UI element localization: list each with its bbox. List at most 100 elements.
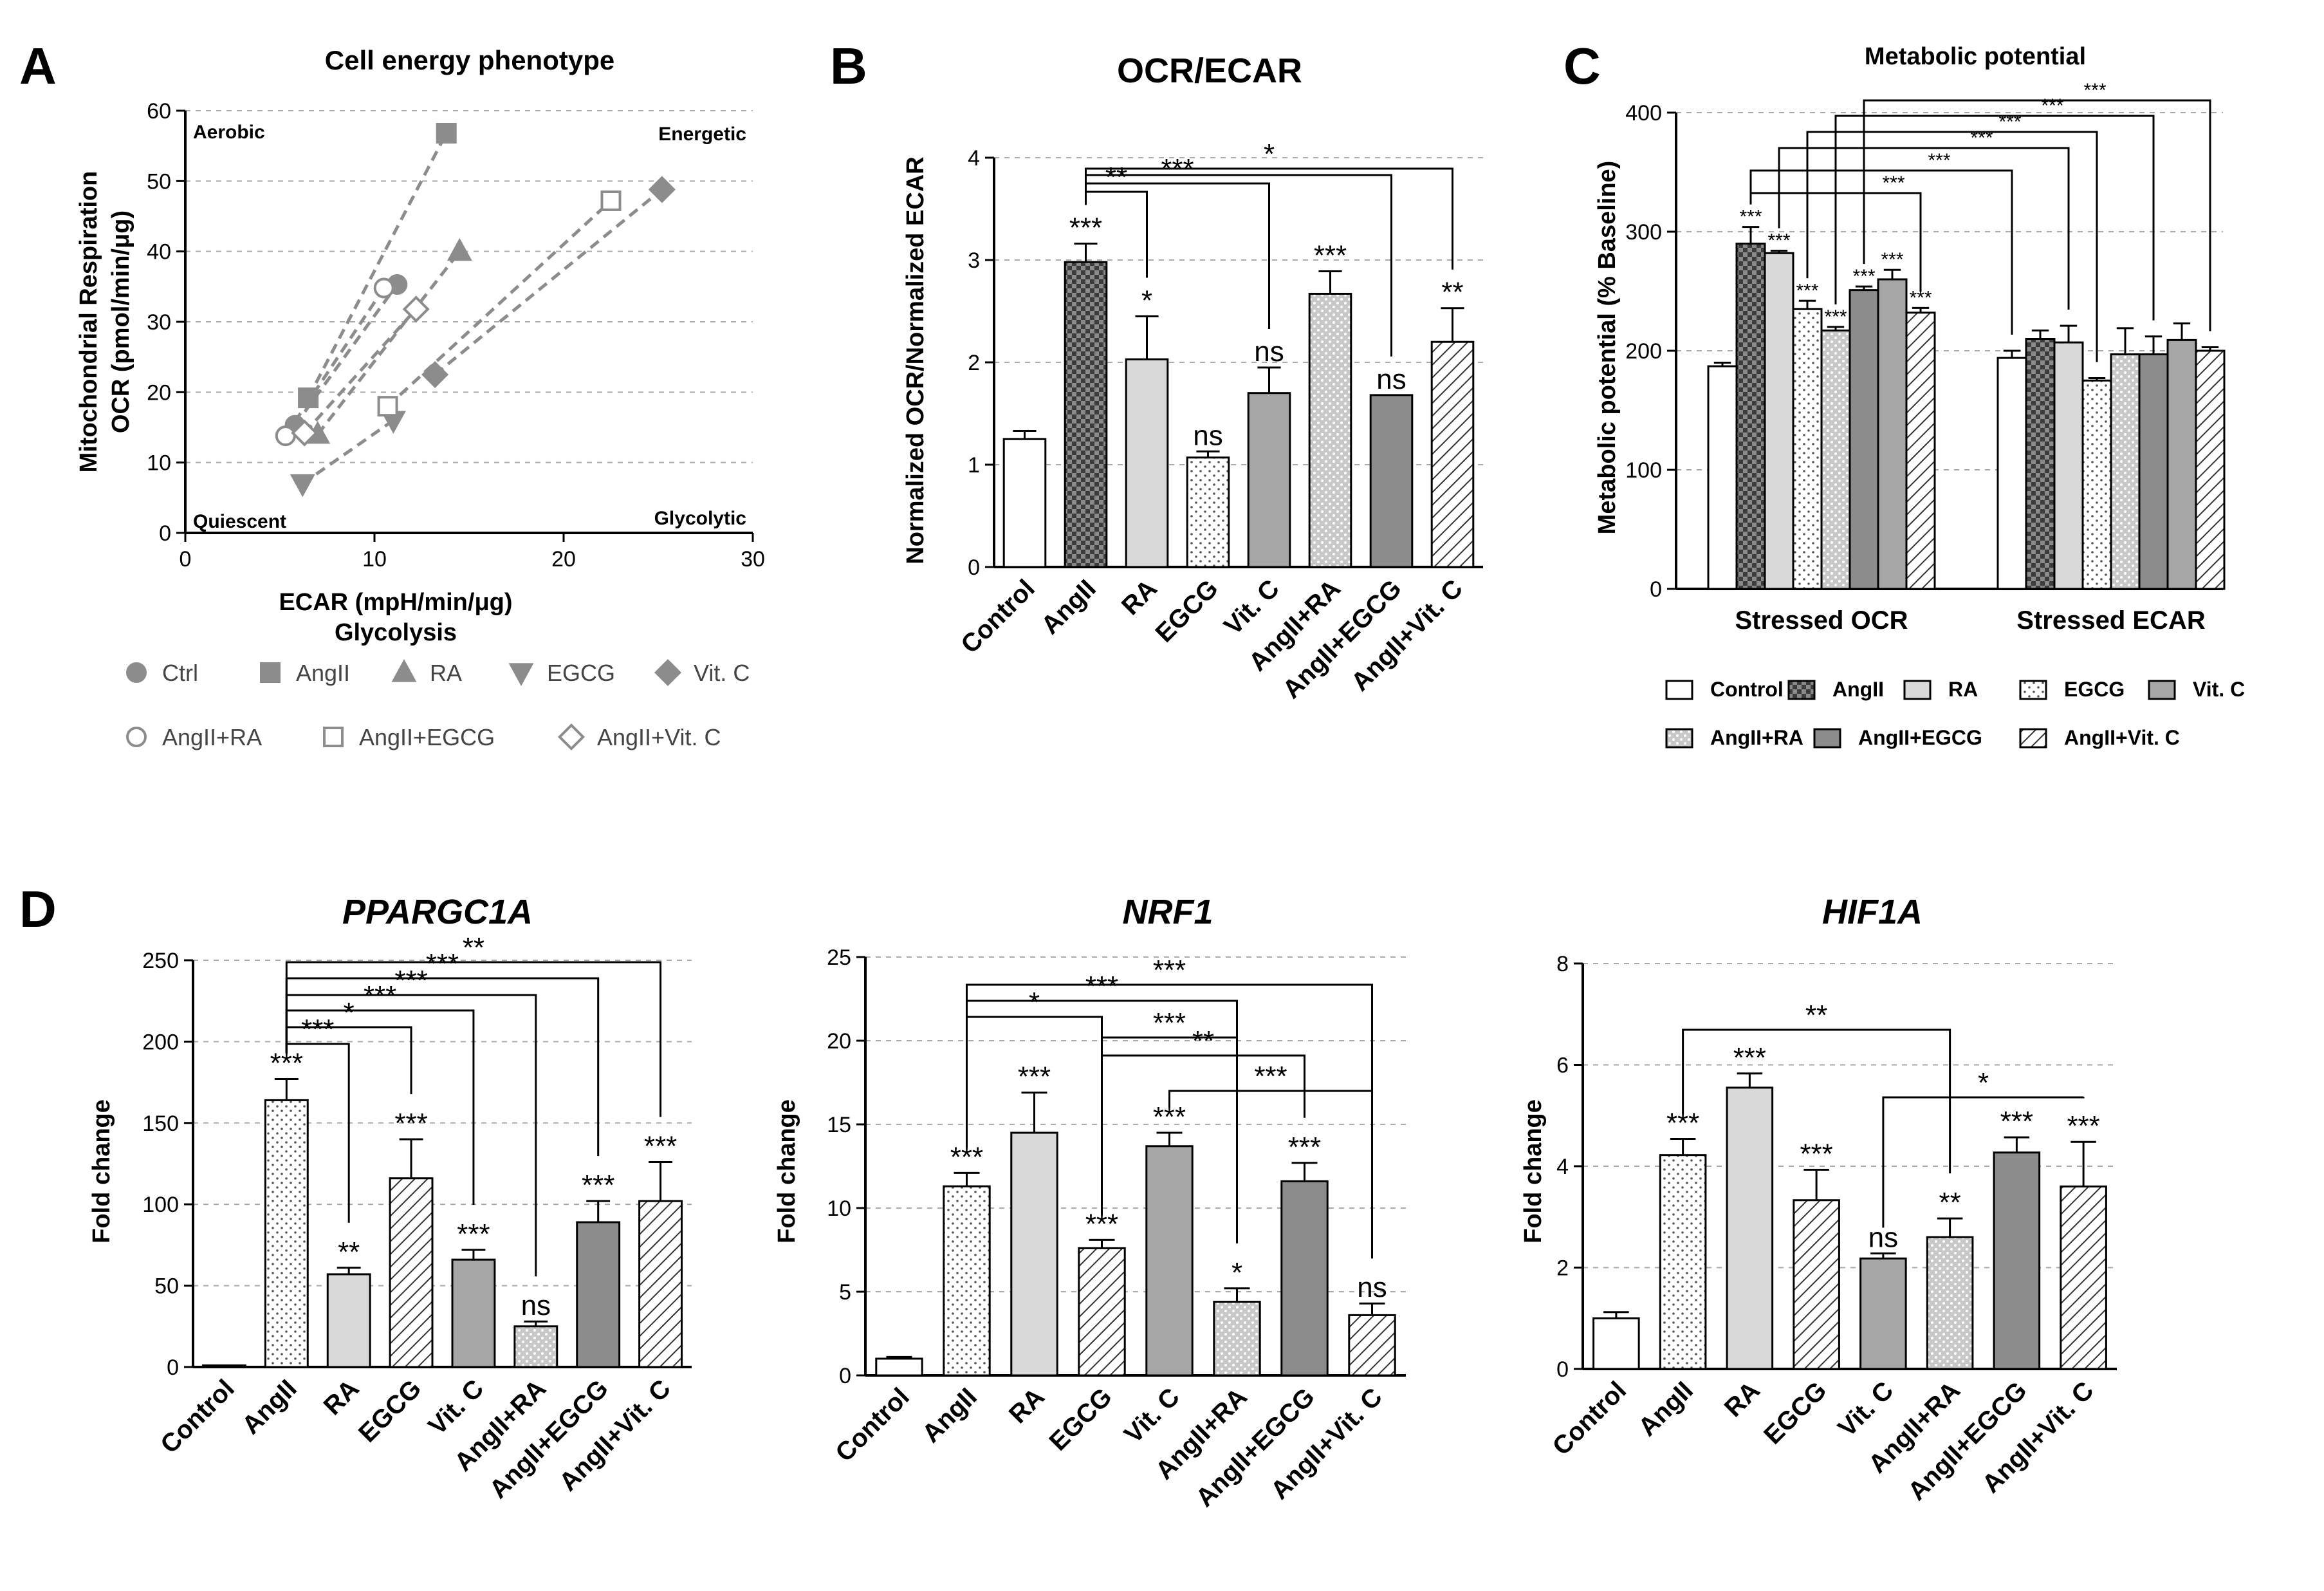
panel-a-ylabel: OCR (pmol/min/μg) (107, 210, 134, 433)
legend-label: Vit. C (2193, 678, 2245, 701)
significance-label: *** (2000, 1106, 2033, 1137)
data-point (447, 237, 472, 261)
y-tick-label: 100 (142, 1193, 179, 1217)
panel-c-ylabel: Metabolic potential (% Baseline) (1594, 161, 1621, 535)
panel-b-ylabel: Normalized OCR/Normalized ECAR (902, 156, 929, 564)
category-label: Control (155, 1374, 240, 1459)
panel-a-ylabel2: Mitochondrial Respiration (75, 171, 102, 473)
panel-a-title: Cell energy phenotype (325, 45, 614, 75)
bar (943, 1185, 991, 1377)
y-tick-label: 3 (968, 248, 980, 273)
bar (202, 1364, 246, 1368)
bar (2053, 341, 2084, 590)
y-tick-label: 400 (1625, 101, 1662, 126)
panel-d-nrf1: NRF1 Fold change 0510152025Control***Ang… (773, 893, 1406, 1512)
category-label: RA (1719, 1376, 1766, 1422)
error-bar (1855, 285, 1873, 290)
category-label: AngII (917, 1382, 982, 1448)
legend-marker (126, 662, 147, 683)
bar (1369, 394, 1414, 568)
significance-label: * (1141, 284, 1152, 316)
bar (1905, 312, 1936, 590)
comparison-label: *** (1254, 1061, 1287, 1092)
category-label: EGCG (1758, 1376, 1832, 1449)
significance-label: *** (1800, 1139, 1832, 1170)
error-bar (1074, 243, 1098, 263)
y-tick-label: 25 (827, 945, 851, 970)
error-bar (2004, 1136, 2030, 1153)
comparison-bracket (1834, 115, 2155, 321)
data-point (436, 122, 457, 144)
bar (1792, 308, 1823, 590)
error-bar (1224, 1287, 1250, 1302)
comparison-label: *** (2083, 80, 2106, 101)
x-tick-label: 10 (362, 547, 387, 572)
error-bar (1827, 326, 1845, 331)
significance-label: ns (1376, 364, 1406, 395)
error-bar (1737, 1072, 1763, 1088)
y-tick-label: 60 (147, 99, 171, 124)
error-bar (1291, 1162, 1318, 1182)
y-tick-label: 0 (839, 1364, 851, 1388)
quadrant-aerobic: Aerobic (193, 122, 265, 143)
y-tick-label: 2 (968, 351, 980, 375)
legend-marker (391, 659, 417, 682)
error-bar (1318, 270, 1342, 294)
y-tick-label: 250 (142, 949, 179, 973)
error-bar (274, 1078, 299, 1101)
category-label: AngII+EGCG (1903, 1376, 2033, 1506)
y-tick-label: 0 (159, 521, 171, 546)
data-point (421, 360, 449, 389)
legend-swatch (2019, 680, 2047, 700)
significance-label: *** (1796, 280, 1818, 301)
quadrant-glycolytic: Glycolytic (654, 508, 746, 529)
comparison-bracket (1749, 169, 2013, 335)
error-bar (2003, 349, 2021, 358)
significance-label: *** (1881, 249, 1903, 270)
significance-label: ** (338, 1236, 360, 1268)
legend-label: EGCG (547, 660, 615, 686)
error-bar (2116, 327, 2134, 355)
comparison-label: *** (1882, 172, 1904, 194)
bar (1764, 252, 1794, 590)
series-line (303, 308, 418, 434)
error-bar (649, 1160, 673, 1202)
legend-swatch (2148, 680, 2176, 700)
significance-label: *** (1739, 207, 1762, 228)
quadrant-energetic: Energetic (658, 124, 746, 145)
data-point (298, 387, 319, 409)
category-label: EGCG (1044, 1382, 1117, 1456)
panel-d-hif1a: HIF1A Fold change 02468Control***AngII**… (1520, 893, 2117, 1506)
bar (451, 1258, 496, 1368)
significance-label: ** (1441, 277, 1463, 308)
bar (1125, 358, 1169, 568)
comparison-label: * (1978, 1067, 1989, 1099)
comparison-bracket (285, 977, 600, 1157)
legend-label: AngII+EGCG (1858, 726, 1982, 749)
panel-b-bar: OCR/ECAR Normalized OCR/Normalized ECAR … (902, 51, 1483, 704)
bar (1247, 392, 1291, 568)
comparison-label: ** (463, 932, 484, 963)
bar (1793, 1199, 1840, 1370)
comparison-label: *** (301, 1014, 334, 1045)
y-tick-label: 4 (968, 146, 980, 171)
bar (1735, 243, 1766, 590)
legend-label: AngII+Vit. C (597, 724, 721, 750)
significance-label: *** (582, 1169, 614, 1201)
y-tick-label: 100 (1625, 458, 1662, 483)
x-tick-label: 0 (180, 547, 192, 572)
error-bar (1441, 307, 1464, 342)
error-bar (2201, 346, 2219, 351)
error-bar (1912, 306, 1930, 313)
data-point (600, 190, 622, 211)
comparison-label: *** (1928, 150, 1950, 171)
legend-label: AngII+RA (1710, 726, 1803, 749)
bar (1002, 438, 1047, 568)
bar (1993, 1151, 2041, 1370)
bar (513, 1325, 558, 1368)
error-bar (1670, 1137, 1696, 1155)
significance-label: *** (1018, 1061, 1051, 1093)
bar (1592, 1317, 1640, 1370)
significance-label: ns (1254, 336, 1284, 368)
comparison-bracket (1085, 167, 1453, 270)
